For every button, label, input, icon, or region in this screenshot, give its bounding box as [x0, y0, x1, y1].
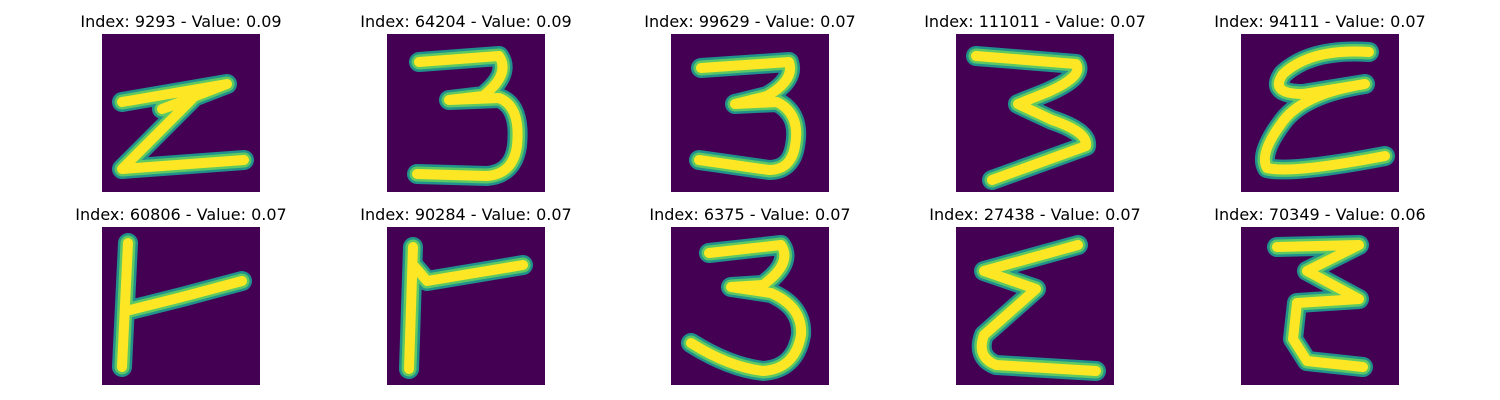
digit-image	[956, 227, 1114, 385]
digit-image	[956, 34, 1114, 192]
digit-image	[102, 227, 260, 385]
digit-image	[387, 227, 545, 385]
panel-title: Index: 60806 - Value: 0.07	[36, 205, 326, 225]
digit-image	[387, 34, 545, 192]
panel-title: Index: 27438 - Value: 0.07	[890, 205, 1180, 225]
digit-image	[671, 34, 829, 192]
digit-image	[1241, 227, 1399, 385]
digit-image	[1241, 34, 1399, 192]
panel-title: Index: 111011 - Value: 0.07	[890, 12, 1180, 32]
panel-title: Index: 90284 - Value: 0.07	[321, 205, 611, 225]
panel-title: Index: 70349 - Value: 0.06	[1175, 205, 1465, 225]
panel-title: Index: 94111 - Value: 0.07	[1175, 12, 1465, 32]
panel-title: Index: 99629 - Value: 0.07	[605, 12, 895, 32]
digit-image	[102, 34, 260, 192]
panel-title: Index: 6375 - Value: 0.07	[605, 205, 895, 225]
panel-title: Index: 64204 - Value: 0.09	[321, 12, 611, 32]
panel-title: Index: 9293 - Value: 0.09	[36, 12, 326, 32]
digit-image	[671, 227, 829, 385]
